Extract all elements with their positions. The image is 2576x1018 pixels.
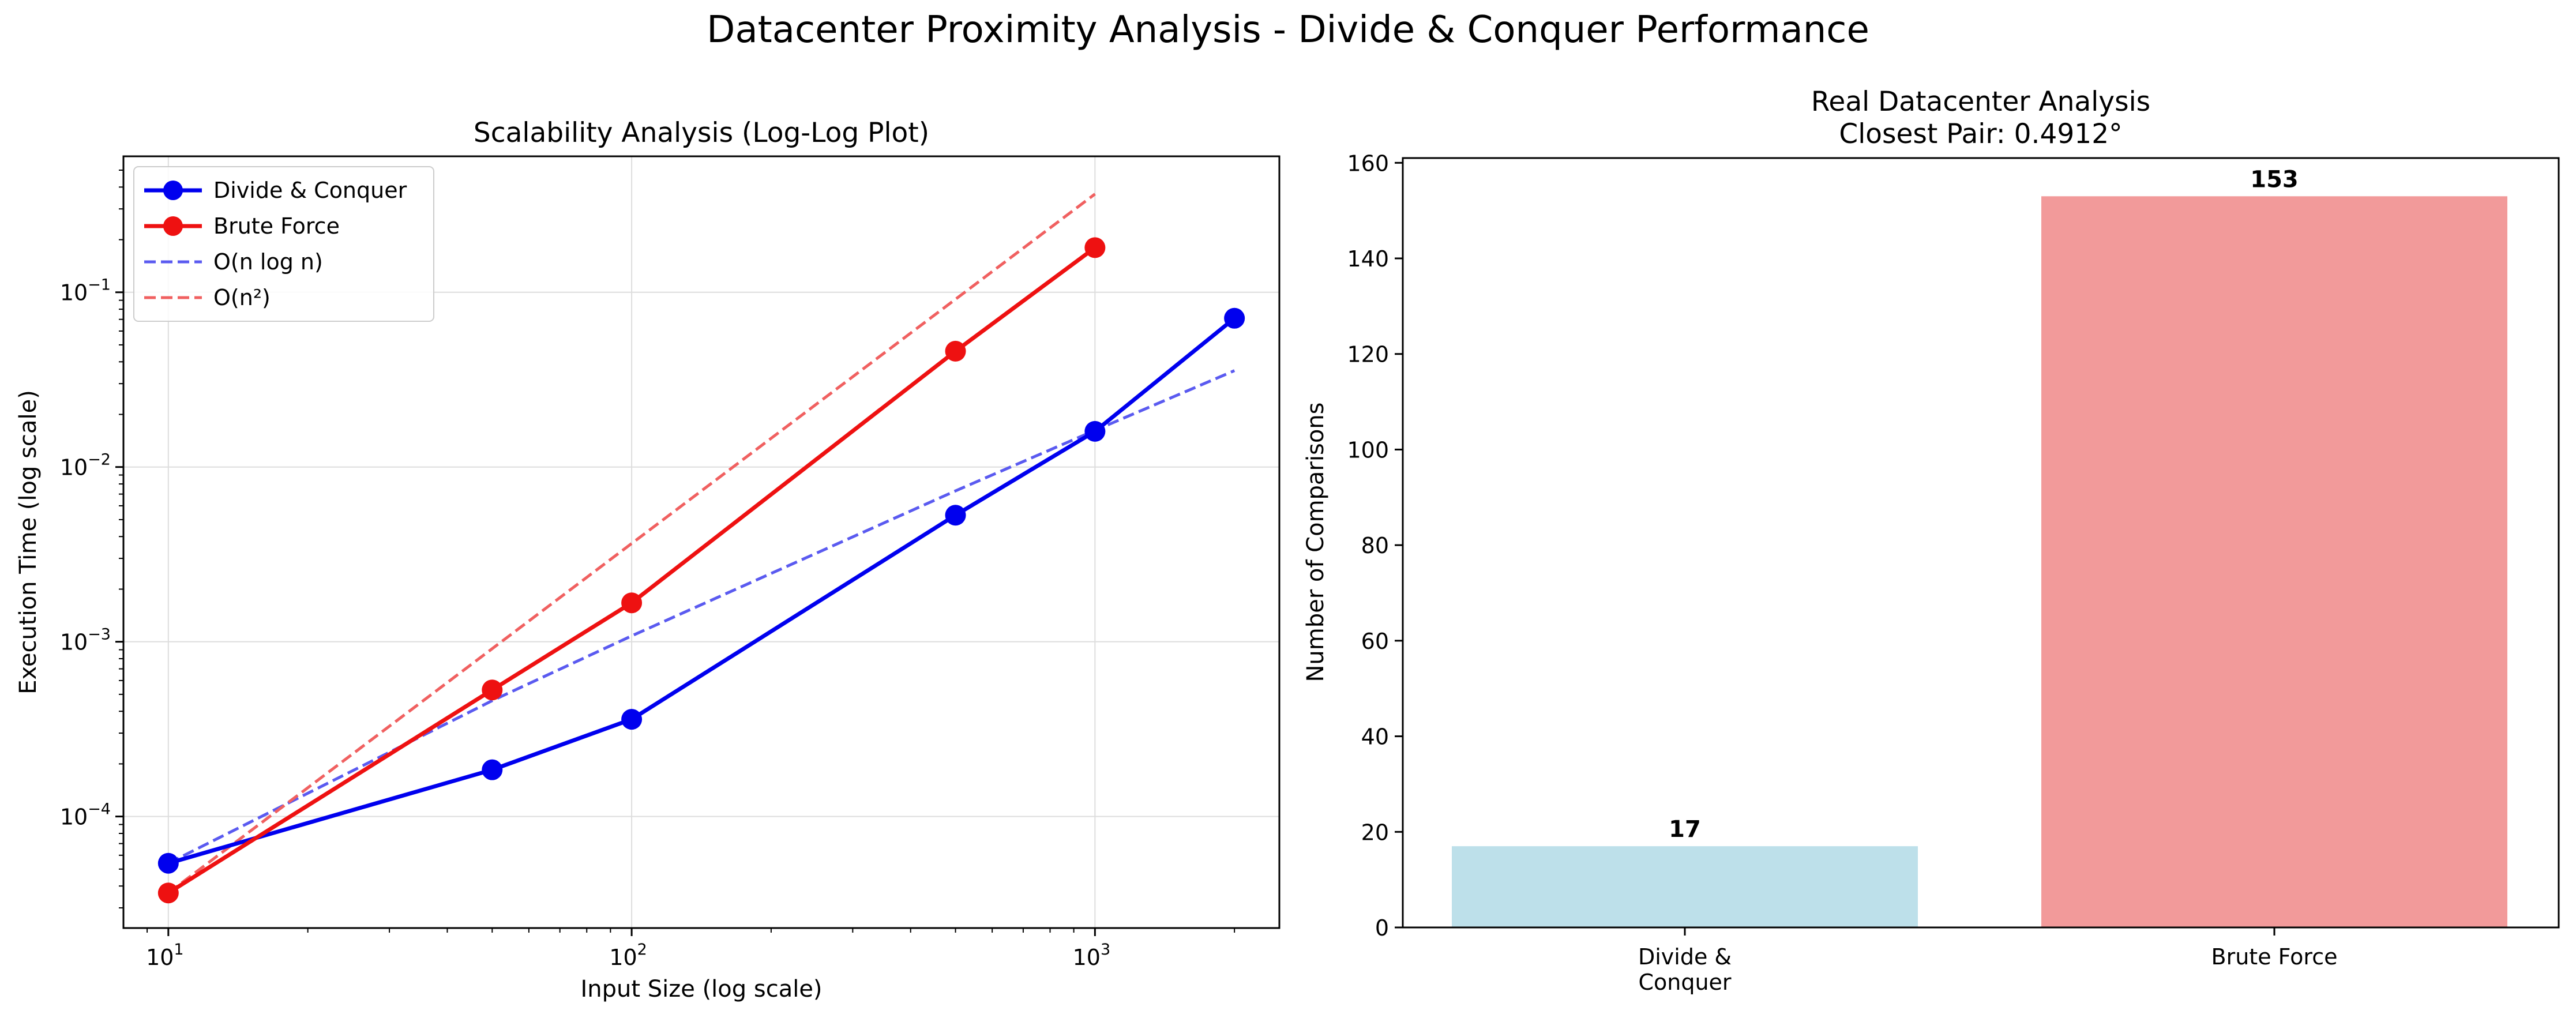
x-tick-label: Divide & Conquer xyxy=(1638,944,1732,995)
legend-item-divide-conquer: Divide & Conquer xyxy=(144,178,407,203)
legend-label: Brute Force xyxy=(213,213,340,239)
data-point xyxy=(157,852,179,874)
series-line xyxy=(167,317,1236,866)
y-tick-label: 40 xyxy=(1361,724,1389,750)
legend-label: O(n log n) xyxy=(213,249,323,275)
data-point xyxy=(482,759,503,780)
x-tick-label: 101 xyxy=(146,941,184,970)
data-point xyxy=(482,679,503,701)
legend-item-n-squared: O(n²) xyxy=(144,285,271,310)
bar xyxy=(2041,196,2507,928)
line-chart-title: Scalability Analysis (Log-Log Plot) xyxy=(474,117,929,149)
data-point xyxy=(1084,237,1106,258)
data-point xyxy=(621,709,643,730)
x-tick-label: 102 xyxy=(609,941,647,970)
data-point xyxy=(157,882,179,904)
bar-chart-bars: 17 153 xyxy=(1452,166,2507,928)
data-point xyxy=(945,505,966,526)
y-tick-label: 10−4 xyxy=(60,801,111,830)
bar xyxy=(1452,846,1918,927)
y-tick-label: 10−2 xyxy=(60,451,111,480)
line-chart-series xyxy=(157,193,1245,904)
line-chart: Scalability Analysis (Log-Log Plot) 101 1… xyxy=(15,117,1281,1002)
bar-chart-ticks: 0 20 40 60 80 100 120 140 160 Divide & Conquer Brut… xyxy=(1347,151,2337,995)
legend-label: O(n²) xyxy=(213,285,271,310)
y-tick-label: 100 xyxy=(1347,437,1389,463)
y-tick-label: 160 xyxy=(1347,151,1389,176)
data-point xyxy=(621,592,643,614)
y-tick-label: 0 xyxy=(1375,915,1389,941)
x-tick-label: Brute Force xyxy=(2211,944,2338,970)
line-chart-legend: Divide & Conquer Brute Force O(n log n) … xyxy=(133,166,434,322)
legend-label: Divide & Conquer xyxy=(213,178,407,203)
series-brute-force xyxy=(157,237,1106,904)
bar-chart-frame xyxy=(1402,157,2560,929)
x-tick-label: 103 xyxy=(1073,941,1111,970)
line-chart-frame xyxy=(122,155,1281,929)
y-tick-label: 60 xyxy=(1361,629,1389,654)
legend-marker xyxy=(163,181,183,200)
data-point xyxy=(1224,307,1245,329)
data-point xyxy=(1084,420,1106,442)
bar-chart: Real Datacenter Analysis Closest Pair: 0… xyxy=(1302,86,2560,995)
series-o-n-log-n xyxy=(167,369,1236,865)
legend-box xyxy=(133,166,434,322)
y-tick-label: 10−1 xyxy=(60,276,111,306)
series-line xyxy=(167,369,1236,865)
y-tick-label: 120 xyxy=(1347,342,1389,367)
data-point xyxy=(945,340,966,362)
series-line xyxy=(167,193,1096,895)
y-tick-label: 20 xyxy=(1361,820,1389,845)
bar-value-label: 17 xyxy=(1669,816,1701,843)
bar-chart-ylabel: Number of Comparisons xyxy=(1302,403,1329,682)
line-chart-ylabel: Execution Time (log scale) xyxy=(15,390,42,694)
legend-item-brute-force: Brute Force xyxy=(144,213,340,239)
legend-marker xyxy=(163,216,183,236)
bar-chart-title: Real Datacenter Analysis xyxy=(1811,86,2150,118)
line-chart-xlabel: Input Size (log scale) xyxy=(580,976,822,1002)
y-tick-label: 140 xyxy=(1347,246,1389,272)
series-o-n xyxy=(167,193,1096,895)
series-divide-conquer xyxy=(157,307,1245,874)
y-tick-label: 10−3 xyxy=(60,626,111,655)
bar-chart-subtitle: Closest Pair: 0.4912° xyxy=(1839,118,2122,150)
legend-item-n-log-n: O(n log n) xyxy=(144,249,323,275)
figure-title: Datacenter Proximity Analysis - Divide &… xyxy=(707,9,1869,51)
y-tick-label: 80 xyxy=(1361,533,1389,558)
line-chart-ticks: 101 102 103 10−4 10−3 10−2 10−1 xyxy=(60,169,1236,970)
bar-value-label: 153 xyxy=(2250,166,2299,193)
